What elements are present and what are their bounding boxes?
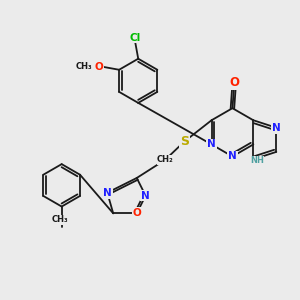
Text: O: O	[95, 62, 103, 72]
Text: N: N	[141, 190, 150, 201]
Text: CH₃: CH₃	[76, 62, 93, 71]
Text: N: N	[207, 140, 216, 149]
Text: Cl: Cl	[130, 32, 141, 43]
Text: CH₂: CH₂	[157, 155, 174, 164]
Text: N: N	[272, 123, 281, 133]
Text: NH: NH	[250, 156, 264, 165]
Text: N: N	[103, 188, 112, 198]
Text: N: N	[228, 152, 237, 161]
Text: O: O	[229, 76, 239, 89]
Text: CH₃: CH₃	[52, 215, 68, 224]
Text: O: O	[132, 208, 141, 218]
Text: S: S	[180, 135, 189, 148]
